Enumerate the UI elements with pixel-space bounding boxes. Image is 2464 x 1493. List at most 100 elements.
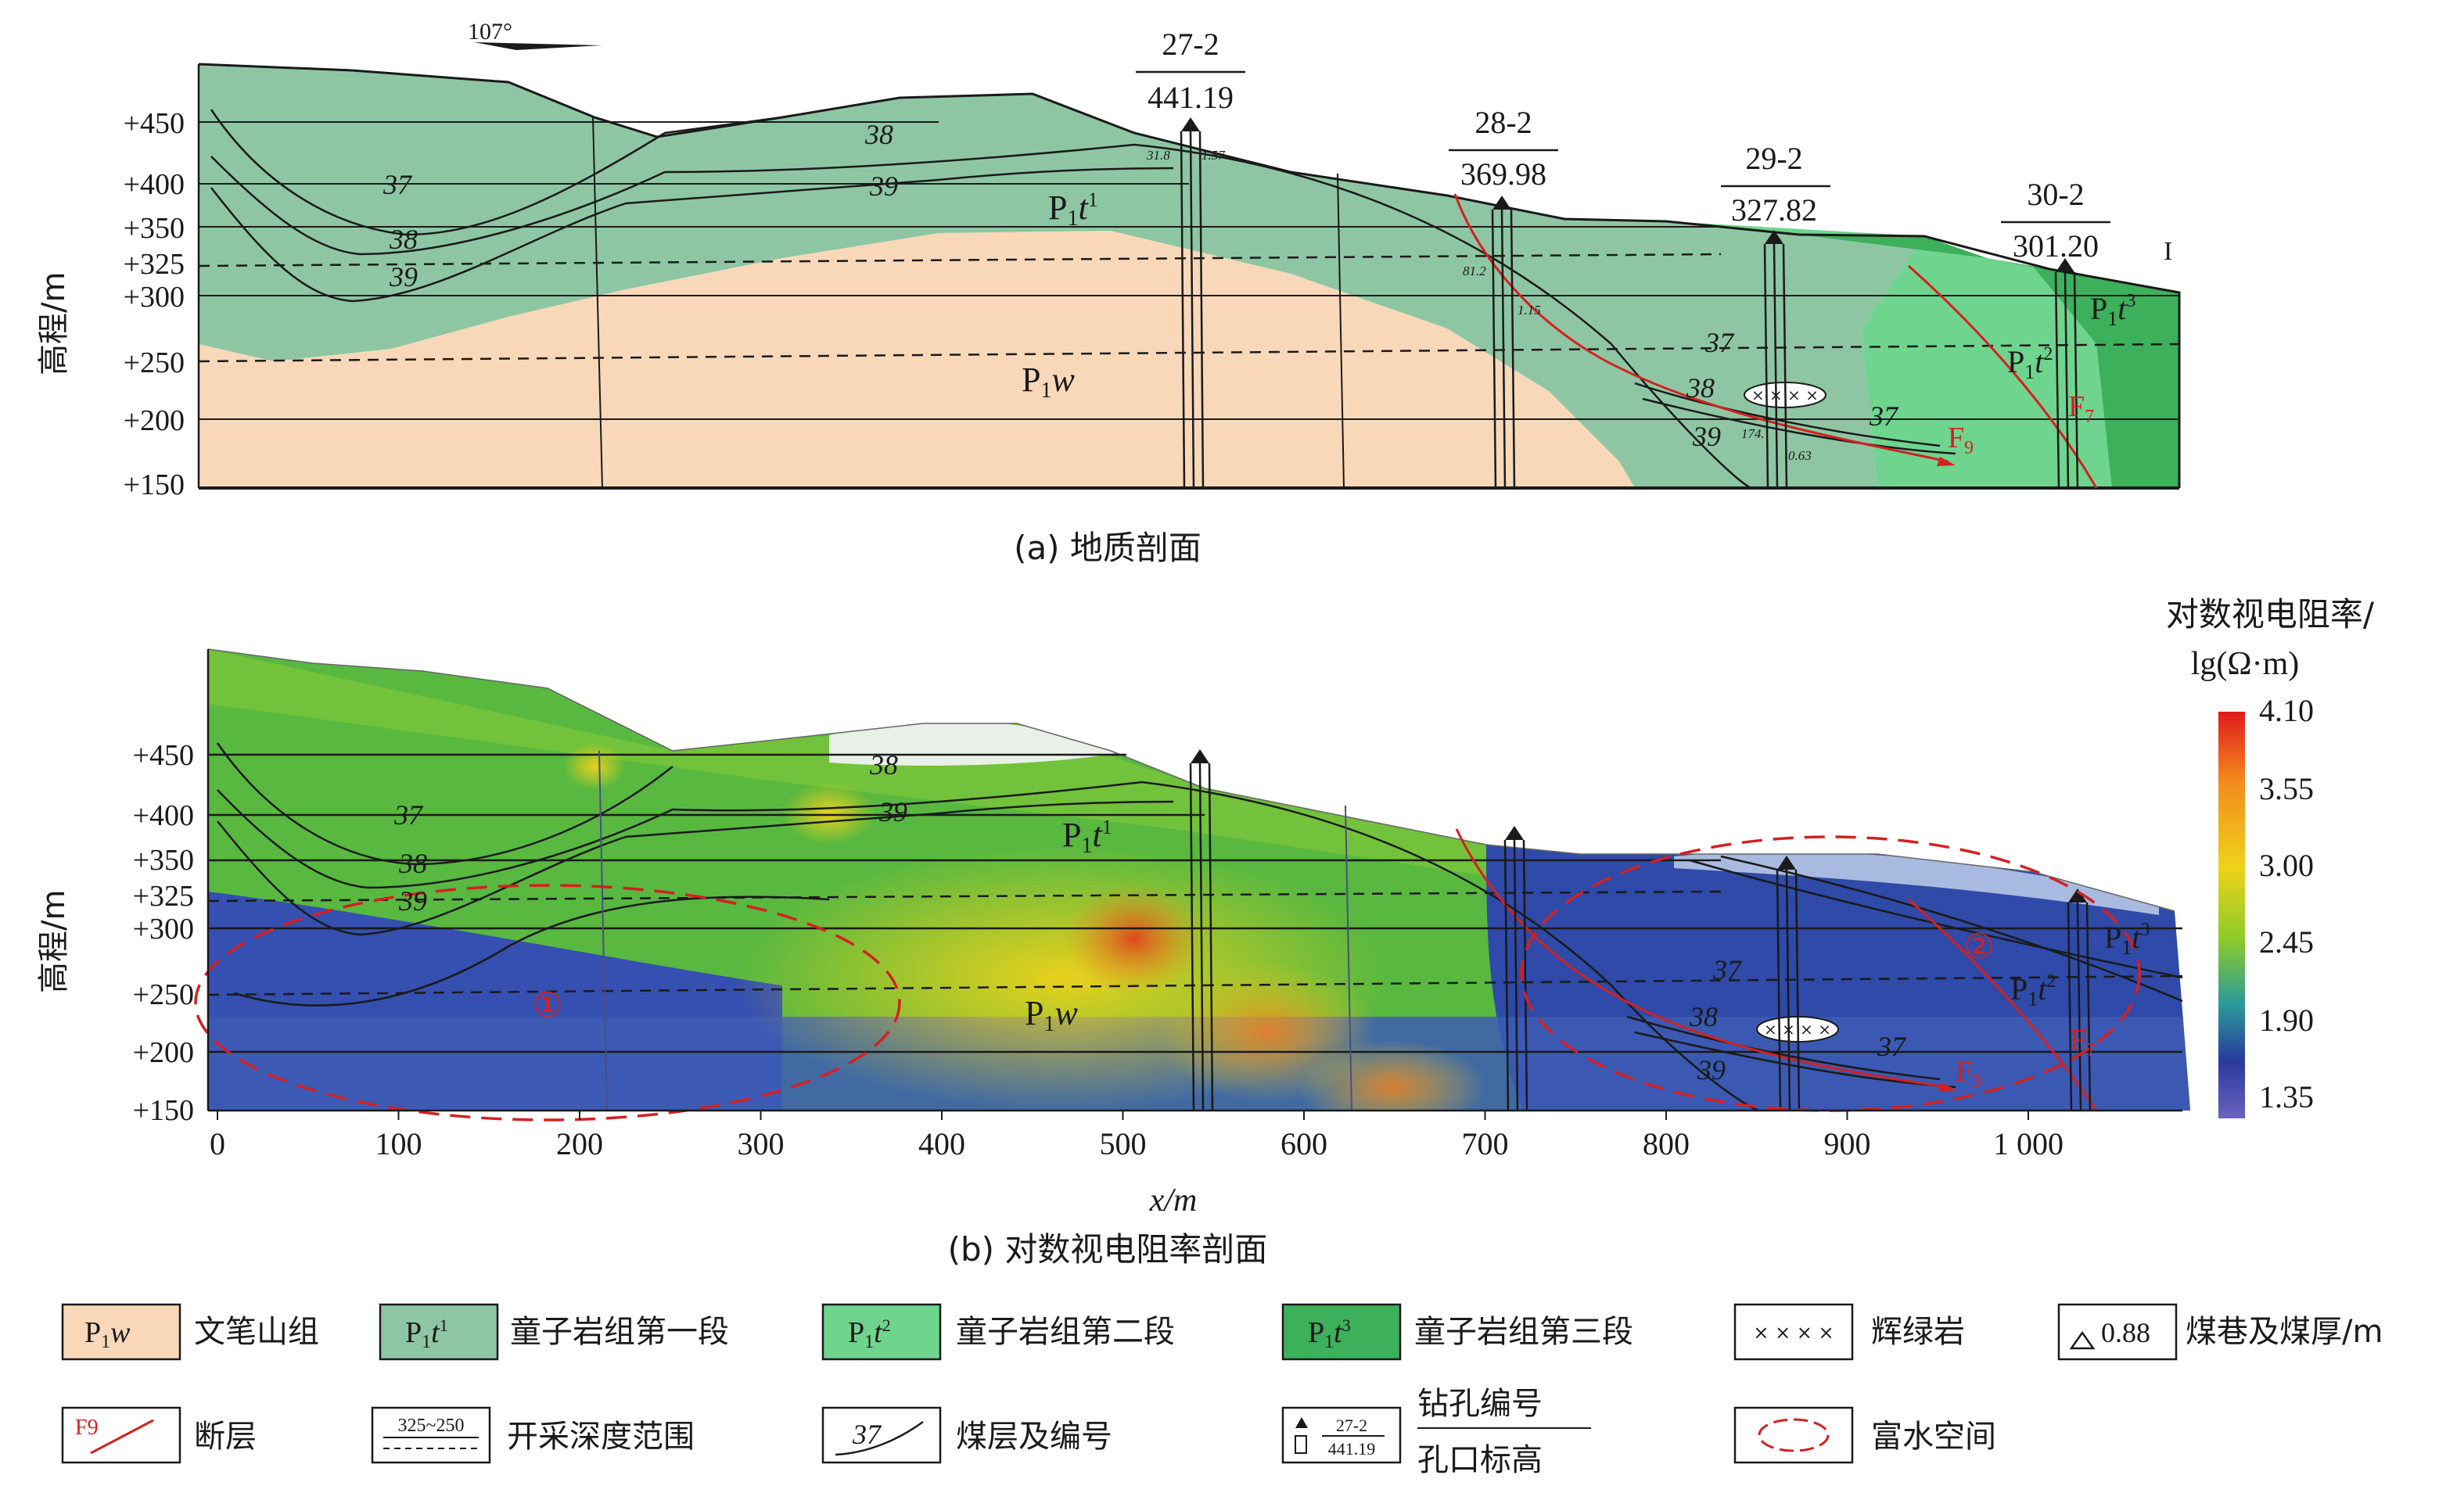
x-tick-label: 200 [556,1126,603,1161]
svg-text:煤巷及煤厚/m: 煤巷及煤厚/m [2186,1314,2383,1350]
borehole-29-2: 29-2 327.82 [1721,141,1830,228]
legend-item-p1t2: P1t2 童子岩组第二段 [821,1303,1175,1361]
fault-f9-line [1453,193,1949,463]
panel-b-caption: (b) 对数视电阻率剖面 [948,1230,1268,1269]
formation-p1t2 [1666,221,2112,488]
panel-a-y-ticks: +450 +400 +350 +325 +300 +250 +200 +150 [124,107,185,501]
colorbar-gradient [2218,712,2245,1118]
legend-item-p1w: P1w 文笔山组 [61,1303,319,1361]
x-tick-label: 600 [1280,1126,1327,1161]
svg-text:+250: +250 [124,346,185,379]
geologic-section-panel: 107° [36,19,2181,567]
svg-text:童子岩组第三段: 童子岩组第三段 [1414,1314,1633,1350]
svg-text:文笔山组: 文笔山组 [194,1314,319,1350]
svg-text:39: 39 [878,796,907,827]
svg-text:38: 38 [389,224,418,255]
svg-text:孔口标高: 孔口标高 [1417,1442,1543,1478]
svg-text:1.57: 1.57 [1201,148,1226,163]
colorbar-title: 对数视电阻率/ [2166,595,2375,633]
svg-text:37: 37 [1877,1031,1907,1062]
legend-item-seam: 37 煤层及编号 [821,1406,1112,1464]
x-tick-label: 1 000 [1993,1126,2064,1161]
svg-text:+400: +400 [124,168,185,201]
svg-text:+325: +325 [133,880,194,913]
svg-text:F9: F9 [75,1416,99,1440]
svg-text:童子岩组第一段: 童子岩组第一段 [510,1314,729,1350]
panel-b-ylabel: 高程/m [36,890,72,993]
svg-text:39: 39 [1697,1054,1726,1086]
svg-text:441.19: 441.19 [1148,80,1234,115]
svg-text:39: 39 [398,885,427,917]
svg-text:+150: +150 [124,468,185,501]
svg-text:+350: +350 [133,844,194,877]
svg-text:29-2: 29-2 [1745,141,1802,176]
legend-item-depth: 325~250 开采深度范围 [371,1406,695,1464]
svg-text:× × × ×: × × × × [1753,1322,1834,1344]
svg-text:0.63: 0.63 [1788,448,1812,463]
svg-text:辉绿岩: 辉绿岩 [1871,1314,1965,1350]
svg-text:富水空间: 富水空间 [1871,1419,1996,1455]
svg-text:+300: +300 [133,913,194,946]
panel-b-xlabel: x/m [1149,1183,1198,1218]
svg-text:P1t1: P1t1 [1062,816,1112,858]
svg-text:1.90: 1.90 [2259,1003,2314,1038]
svg-text:开采深度范围: 开采深度范围 [507,1419,695,1455]
svg-text:37: 37 [393,799,424,831]
legend-item-roadway: 0.88 煤巷及煤厚/m [2057,1303,2383,1361]
x-tick-label: 800 [1643,1126,1690,1161]
x-tick-label: 500 [1100,1126,1147,1161]
seam-labels: 37 38 39 38 39 37 38 37 39 [383,119,1899,452]
svg-text:1.35: 1.35 [2259,1079,2314,1114]
svg-text:38: 38 [1689,1001,1718,1032]
svg-text:38: 38 [1686,372,1715,404]
svg-text:38: 38 [869,749,898,781]
x-tick-label: 300 [738,1126,785,1161]
svg-text:煤层及编号: 煤层及编号 [956,1419,1112,1455]
formation-p1t3 [1799,235,2179,488]
svg-text:+450: +450 [124,107,185,140]
legend-item-p1t3: P1t3 童子岩组第三段 [1281,1303,1633,1361]
svg-text:+200: +200 [124,404,185,437]
borehole-labels: 27-2 441.19 28-2 369.98 29-2 327.82 30-2… [1136,27,2110,264]
colorbar-unit: lg(Ω·m) [2191,646,2300,682]
svg-text:37: 37 [1869,400,1899,432]
svg-text:38: 38 [398,848,427,879]
svg-text:+400: +400 [133,799,194,832]
svg-text:39: 39 [389,261,418,292]
borehole-30-2: 30-2 301.20 [2001,177,2110,264]
svg-text:37: 37 [383,169,413,200]
colorbar: 对数视电阻率/ lg(Ω·m) 4.10 3.55 3.00 2.45 1.90… [2166,595,2375,1118]
svg-text:174.: 174. [1741,426,1765,441]
svg-text:童子岩组第二段: 童子岩组第二段 [956,1314,1175,1350]
svg-text:+325: +325 [124,248,185,281]
svg-text:37: 37 [1704,327,1735,358]
legend: P1w 文笔山组 P1t1 童子岩组第一段 P1t2 童子岩组第二段 P1t3 … [61,1303,2383,1478]
north-arrow-label: 107° [468,19,512,45]
svg-text:30-2: 30-2 [2027,177,2084,212]
fault-f9-label: F9 [1948,422,1974,458]
svg-text:断层: 断层 [194,1419,257,1455]
svg-text:28-2: 28-2 [1474,105,1532,140]
svg-text:39: 39 [869,170,898,202]
x-tick-label: 0 [210,1126,225,1161]
svg-text:+200: +200 [133,1036,194,1069]
water-zone-1 [194,884,901,1122]
svg-text:27-2: 27-2 [1162,27,1219,62]
panel-a-caption: (a) 地质剖面 [1014,529,1201,567]
svg-text:+250: +250 [133,978,194,1011]
legend-item-borehole: 27-2 441.19 钻孔编号 孔口标高 [1281,1386,1591,1478]
section-end-mark: I [2164,237,2172,266]
water-zone-2-label: ② [1963,927,1994,967]
water-zone-1-label: ① [532,985,562,1025]
borehole-28-2: 28-2 369.98 [1449,105,1558,192]
svg-text:+350: +350 [124,212,185,245]
borehole-27-2: 27-2 441.19 [1136,27,1245,115]
x-tick-label: 400 [918,1126,965,1161]
svg-text:301.20: 301.20 [2013,228,2099,264]
svg-text:2.45: 2.45 [2259,924,2314,960]
legend-item-p1t1: P1t1 童子岩组第一段 [379,1303,729,1361]
x-tick-label: 900 [1824,1126,1871,1161]
svg-text:+450: +450 [133,739,194,772]
svg-text:441.19: 441.19 [1328,1439,1376,1459]
